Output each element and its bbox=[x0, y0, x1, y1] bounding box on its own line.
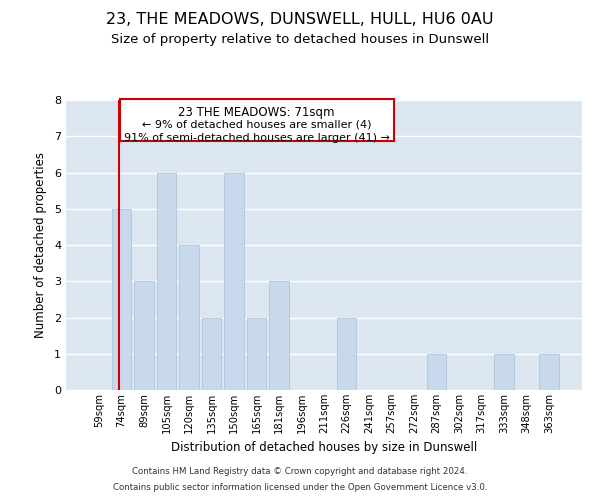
Bar bbox=[112, 209, 131, 390]
Bar bbox=[427, 354, 446, 390]
Bar bbox=[539, 354, 559, 390]
Bar bbox=[134, 281, 154, 390]
Bar bbox=[494, 354, 514, 390]
Bar bbox=[269, 281, 289, 390]
Bar bbox=[337, 318, 356, 390]
Text: 91% of semi-detached houses are larger (41) →: 91% of semi-detached houses are larger (… bbox=[124, 132, 389, 142]
Text: Size of property relative to detached houses in Dunswell: Size of property relative to detached ho… bbox=[111, 32, 489, 46]
Text: ← 9% of detached houses are smaller (4): ← 9% of detached houses are smaller (4) bbox=[142, 119, 371, 129]
X-axis label: Distribution of detached houses by size in Dunswell: Distribution of detached houses by size … bbox=[171, 442, 477, 454]
Text: 23, THE MEADOWS, DUNSWELL, HULL, HU6 0AU: 23, THE MEADOWS, DUNSWELL, HULL, HU6 0AU bbox=[106, 12, 494, 28]
Text: Contains HM Land Registry data © Crown copyright and database right 2024.: Contains HM Land Registry data © Crown c… bbox=[132, 467, 468, 476]
Bar bbox=[179, 245, 199, 390]
Bar bbox=[247, 318, 266, 390]
Text: Contains public sector information licensed under the Open Government Licence v3: Contains public sector information licen… bbox=[113, 484, 487, 492]
Y-axis label: Number of detached properties: Number of detached properties bbox=[34, 152, 47, 338]
Bar bbox=[157, 172, 176, 390]
FancyBboxPatch shape bbox=[120, 100, 394, 140]
Bar bbox=[224, 172, 244, 390]
Text: 23 THE MEADOWS: 71sqm: 23 THE MEADOWS: 71sqm bbox=[178, 106, 335, 119]
Bar bbox=[202, 318, 221, 390]
